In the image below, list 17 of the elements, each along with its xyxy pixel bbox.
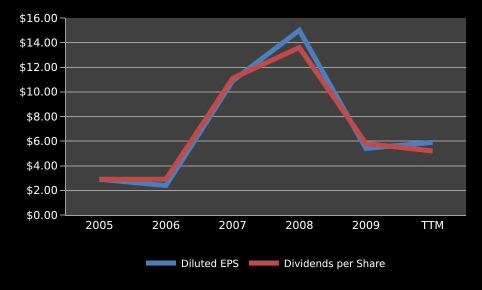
y-tick-label: $8.00 <box>26 110 58 124</box>
x-tick-label: 2009 <box>352 219 380 232</box>
y-tick-label: $2.00 <box>26 184 58 198</box>
x-tick-label: 2007 <box>218 219 247 232</box>
y-tick-label: $16.00 <box>19 12 58 25</box>
x-tick-label: TTM <box>420 219 444 232</box>
y-tick-label: $14.00 <box>19 36 58 50</box>
x-tick-label: 2005 <box>85 219 114 232</box>
y-tick-label: $12.00 <box>19 61 58 74</box>
x-tick-label: 2006 <box>152 219 180 232</box>
y-tick-label: $0.00 <box>26 208 58 222</box>
legend-label: Diluted EPS <box>181 258 239 270</box>
y-tick-label: $4.00 <box>26 160 58 173</box>
y-tick-label: $6.00 <box>26 134 58 148</box>
y-tick-label: $10.00 <box>19 86 58 99</box>
legend-label: Dividends per Share <box>284 258 386 270</box>
x-tick-label: 2008 <box>285 219 314 232</box>
